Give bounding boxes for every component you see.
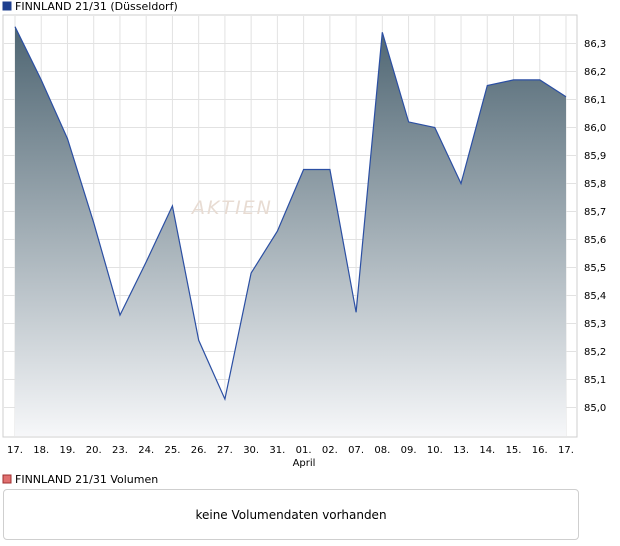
y-tick-label: 86,0 — [584, 123, 606, 134]
x-tick-label: 30. — [243, 445, 259, 456]
y-tick-label: 85,0 — [584, 403, 606, 414]
x-tick-label: 09. — [401, 445, 417, 456]
y-tick-label: 85,6 — [584, 235, 606, 246]
x-tick-label: 01. — [296, 445, 312, 456]
x-tick-label: 08. — [374, 445, 390, 456]
volume-legend-label: FINNLAND 21/31 Volumen — [15, 473, 158, 486]
y-tick-label: 86,3 — [584, 39, 606, 50]
x-tick-label: 25. — [164, 445, 180, 456]
x-tick-label: 16. — [532, 445, 548, 456]
x-tick-label: 20. — [86, 445, 102, 456]
month-label: April — [293, 458, 316, 469]
x-tick-label: 07. — [348, 445, 364, 456]
x-tick-label: 13. — [453, 445, 469, 456]
x-tick-label: 18. — [33, 445, 49, 456]
y-axis-ticks: 86,3 86,2 86,1 86,0 85,9 85,8 85,7 85,6 85,5 85,4… — [584, 39, 606, 414]
x-tick-label: 26. — [191, 445, 207, 456]
y-tick-label: 85,5 — [584, 263, 606, 274]
price-legend-label: FINNLAND 21/31 (Düsseldorf) — [15, 0, 178, 13]
volume-legend-swatch — [2, 474, 12, 484]
y-tick-label: 85,4 — [584, 291, 606, 302]
volume-empty-message: keine Volumendaten vorhanden — [195, 507, 387, 522]
x-tick-label: 17. — [558, 445, 574, 456]
x-tick-label: 17. — [7, 445, 23, 456]
y-tick-label: 86,1 — [584, 95, 606, 106]
x-tick-label: 15. — [506, 445, 522, 456]
y-tick-label: 85,8 — [584, 179, 606, 190]
x-tick-label: 31. — [269, 445, 285, 456]
y-tick-label: 85,9 — [584, 151, 606, 162]
price-legend-swatch — [2, 1, 12, 11]
price-area — [15, 26, 566, 436]
volume-panel: keine Volumendaten vorhanden — [3, 489, 579, 540]
x-axis-ticks: 17. 18. 19. 20. 23. 24. 25. 26. 27. 30. 31. 01. 02. 0… — [7, 445, 574, 456]
y-tick-label: 85,7 — [584, 207, 606, 218]
x-tick-label: 27. — [217, 445, 233, 456]
x-tick-label: 02. — [322, 445, 338, 456]
y-tick-label: 85,1 — [584, 375, 606, 386]
y-tick-label: 86,2 — [584, 67, 606, 78]
x-tick-label: 19. — [60, 445, 76, 456]
x-tick-label: 24. — [138, 445, 154, 456]
x-tick-label: 14. — [479, 445, 495, 456]
y-tick-label: 85,2 — [584, 347, 606, 358]
x-tick-label: 10. — [427, 445, 443, 456]
x-tick-label: 23. — [112, 445, 128, 456]
y-tick-label: 85,3 — [584, 319, 606, 330]
price-line — [14, 26, 567, 402]
watermark-text: AKTIEN — [190, 197, 273, 219]
